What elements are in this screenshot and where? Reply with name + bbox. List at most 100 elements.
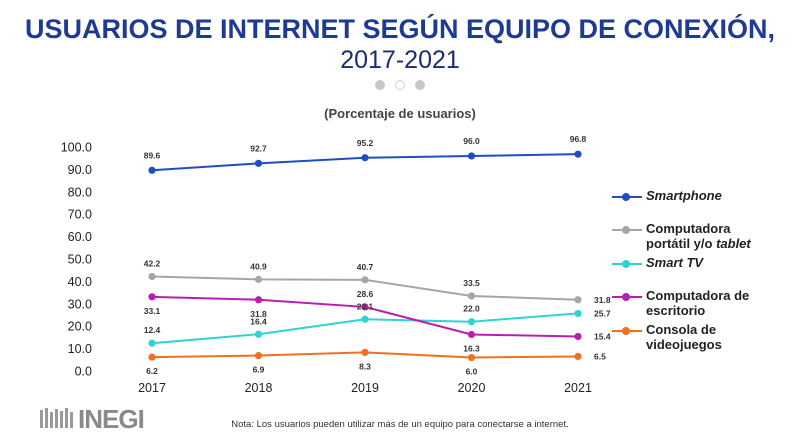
x-tick-label: 2019: [351, 381, 379, 395]
x-tick-label: 2018: [245, 381, 273, 395]
carousel-dot-2[interactable]: [395, 80, 405, 90]
carousel-dot-1[interactable]: [375, 80, 385, 90]
inegi-logo-text: INEGI: [78, 404, 145, 434]
legend-swatch-dot: [622, 226, 630, 234]
legend-swatch-dot: [622, 193, 630, 201]
unit-label: (Porcentaje de usuarios): [324, 106, 476, 121]
data-label-smartphone: 92.7: [250, 143, 267, 153]
data-label-console: 6.9: [253, 365, 265, 375]
y-tick-label: 20.0: [68, 320, 92, 334]
data-label-smarttv: 23.1: [357, 301, 374, 311]
data-point-console: [467, 353, 476, 362]
y-tick-label: 80.0: [68, 185, 92, 199]
y-tick-label: 40.0: [68, 275, 92, 289]
data-label-laptop: 40.9: [250, 261, 267, 271]
data-label-desktop: 15.4: [594, 332, 611, 342]
data-point-desktop: [467, 330, 476, 339]
data-label-smartphone: 89.6: [144, 150, 161, 160]
y-tick-label: 100.0: [61, 141, 92, 155]
y-tick-label: 0.0: [75, 365, 92, 379]
chart-title: USUARIOS DE INTERNET SEGÚN EQUIPO DE CON…: [24, 14, 776, 44]
data-label-laptop: 42.2: [144, 258, 161, 268]
y-tick-label: 50.0: [68, 253, 92, 267]
data-label-laptop: 33.5: [463, 278, 480, 288]
chart-subtitle: 2017-2021: [340, 46, 460, 74]
legend-label: Smart TV: [646, 255, 796, 270]
y-tick-label: 70.0: [68, 208, 92, 222]
data-point-laptop: [148, 272, 156, 281]
data-point-smarttv: [574, 309, 582, 318]
legend-label-line1: Smartphone: [646, 188, 722, 203]
x-axis: 2017 2018 2019 2020 2021: [138, 381, 592, 395]
data-label-smartphone: 96.0: [463, 136, 480, 146]
data-point-laptop: [254, 275, 263, 283]
data-label-smartphone: 96.8: [570, 134, 587, 144]
legend-swatch-dot: [622, 327, 630, 335]
legend-swatch-dot: [622, 260, 630, 268]
data-point-smarttv: [361, 315, 369, 323]
inegi-logo: INEGI: [38, 402, 158, 434]
data-label-console: 6.2: [146, 366, 158, 376]
data-point-console: [361, 348, 369, 357]
data-label-laptop: 31.8: [594, 295, 611, 305]
footnote: Nota: Los usuarios pueden utilizar más d…: [231, 419, 569, 430]
y-tick-label: 30.0: [68, 297, 92, 311]
data-point-laptop: [361, 276, 369, 284]
carousel-indicators: [375, 80, 425, 92]
legend-label-line2: escritorio: [646, 303, 706, 318]
legend-label-line2: videojuegos: [646, 337, 722, 352]
data-point-laptop: [574, 296, 582, 304]
data-label-laptop: 40.7: [357, 262, 374, 272]
data-point-desktop: [148, 293, 156, 301]
x-tick-label: 2020: [458, 381, 486, 395]
legend-swatch-dot: [622, 293, 630, 301]
data-label-console: 6.0: [466, 367, 478, 377]
data-label-desktop: 31.8: [250, 309, 267, 319]
y-tick-label: 90.0: [68, 163, 92, 177]
carousel-dot-3[interactable]: [415, 80, 425, 90]
data-label-smartphone: 95.2: [357, 138, 374, 148]
legend-label-line1: Computadora: [646, 221, 731, 236]
data-point-laptop: [467, 292, 476, 300]
data-label-desktop: 28.6: [357, 289, 374, 299]
data-point-desktop: [254, 296, 263, 304]
data-point-smartphone: [148, 166, 156, 174]
data-point-console: [254, 351, 263, 360]
inegi-logo-mark-icon: [40, 408, 73, 428]
data-label-console: 6.5: [594, 351, 606, 361]
data-point-smartphone: [467, 152, 476, 160]
series-points: [148, 150, 582, 362]
x-tick-label: 2017: [138, 381, 166, 395]
y-tick-label: 60.0: [68, 230, 92, 244]
legend-label: Computadora de escritorio: [646, 288, 796, 318]
data-point-smartphone: [361, 154, 369, 162]
legend-label-line1: Smart TV: [646, 255, 704, 270]
data-point-console: [574, 352, 582, 361]
data-point-smarttv: [467, 318, 476, 326]
data-label-smarttv: 22.0: [463, 304, 480, 314]
data-label-smarttv: 16.4: [250, 316, 267, 326]
data-label-smarttv: 25.7: [594, 308, 611, 318]
data-point-smartphone: [574, 150, 582, 158]
y-tick-label: 10.0: [68, 342, 92, 356]
data-point-console: [148, 353, 156, 361]
legend-label-line1: Computadora de: [646, 288, 750, 303]
y-axis: 0.0 10.0 20.0 30.0 40.0 50.0 60.0 70.0 80.0 90.0 1…: [61, 141, 92, 379]
series-lines: [151, 153, 579, 359]
data-point-smartphone: [254, 159, 263, 167]
legend-label: Smartphone: [646, 188, 796, 203]
legend-label: Computadora portátil y/o tablet: [646, 221, 796, 251]
data-point-desktop: [574, 332, 582, 341]
data-label-desktop: 16.3: [463, 343, 480, 353]
data-point-smarttv: [254, 330, 263, 338]
data-label-smarttv: 12.4: [144, 325, 161, 335]
data-point-smarttv: [148, 339, 156, 347]
data-labels: 89.6 92.7 95.2 96.0 96.8 42.2 40.9 40.7 33.5 31.8…: [144, 134, 611, 376]
data-point-desktop: [361, 303, 369, 311]
legend-label-line1: Consola de: [646, 322, 717, 337]
legend-label-line2: portátil y/o: [646, 236, 717, 251]
legend-label-italic: tablet: [716, 236, 751, 251]
x-tick-label: 2021: [564, 381, 592, 395]
data-label-desktop: 33.1: [144, 306, 161, 316]
